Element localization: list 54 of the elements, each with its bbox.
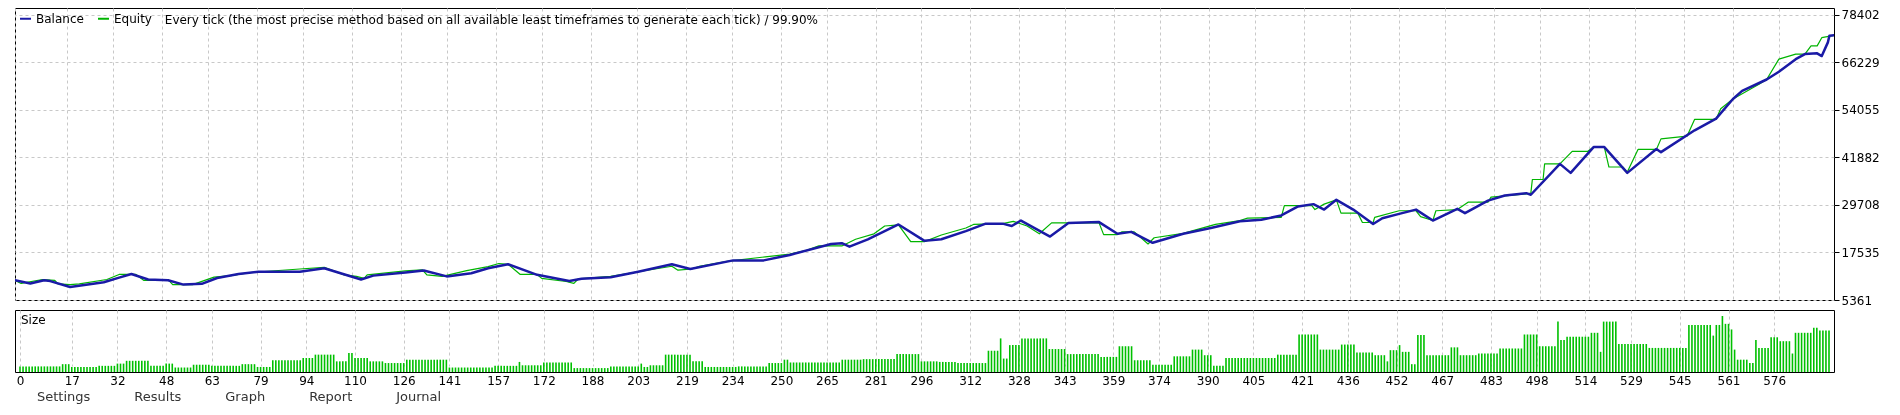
text: Journal [395, 389, 442, 404]
x-tick-label: 141 [438, 373, 462, 388]
y-tick-label: 41882 [1841, 150, 1880, 165]
x-tick-label: 157 [487, 373, 511, 388]
x-tick-label: 529 [1620, 373, 1643, 388]
x-tick-label: 0 [16, 373, 25, 388]
chart-title: Every tick (the most precise method based on all available least timeframes to generate each tick) / 99.90% [164, 13, 819, 27]
text: Graph [225, 389, 266, 404]
chart-title: Size [21, 313, 46, 327]
text: Settings [37, 389, 91, 404]
y-tick-label: 29708 [1841, 198, 1880, 213]
x-tick-label: 219 [676, 373, 699, 388]
x-tick-label: 250 [770, 373, 794, 388]
x-tick-label: 452 [1385, 373, 1409, 388]
text: Results [134, 389, 182, 404]
x-tick-label: 576 [1763, 373, 1787, 388]
y-tick-label: 78402 [1841, 8, 1880, 23]
x-tick-label: 374 [1148, 373, 1171, 388]
x-tick-label: 498 [1525, 373, 1549, 388]
x-tick-label: 467 [1431, 373, 1455, 388]
legend-label: Balance [36, 11, 84, 26]
x-tick-label: 328 [1007, 373, 1031, 388]
x-tick-label: 172 [532, 373, 556, 388]
x-tick-label: 234 [721, 373, 745, 388]
text: Report [309, 389, 353, 404]
x-tick-label: 359 [1102, 373, 1126, 388]
x-tick-label: 436 [1336, 373, 1360, 388]
x-tick-label: 312 [959, 373, 983, 388]
legend-label: Equity [114, 11, 152, 26]
x-tick-label: 188 [581, 373, 605, 388]
x-tick-label: 561 [1717, 373, 1741, 388]
y-tick-label: 54055 [1841, 103, 1880, 118]
x-tick-label: 405 [1242, 373, 1266, 388]
x-tick-label: 110 [344, 373, 367, 388]
x-tick-label: 390 [1196, 373, 1220, 388]
x-tick-label: 421 [1291, 373, 1315, 388]
y-tick-label: 17535 [1841, 245, 1880, 260]
x-tick-label: 265 [816, 373, 839, 388]
x-tick-label: 514 [1574, 373, 1598, 388]
x-tick-label: 32 [110, 373, 126, 388]
x-tick-label: 126 [392, 373, 416, 388]
x-tick-label: 281 [864, 373, 888, 388]
y-tick-label: 66229 [1841, 55, 1880, 70]
x-tick-label: 63 [204, 373, 220, 388]
x-tick-label: 545 [1668, 373, 1692, 388]
x-tick-label: 48 [159, 373, 175, 388]
x-tick-label: 296 [910, 373, 934, 388]
x-tick-label: 483 [1480, 373, 1503, 388]
y-tick-label: 5361 [1841, 293, 1873, 308]
x-tick-label: 94 [299, 373, 315, 388]
x-tick-label: 79 [253, 373, 269, 388]
x-tick-label: 343 [1053, 373, 1077, 388]
x-tick-label: 203 [627, 373, 651, 388]
x-tick-label: 17 [64, 373, 80, 388]
